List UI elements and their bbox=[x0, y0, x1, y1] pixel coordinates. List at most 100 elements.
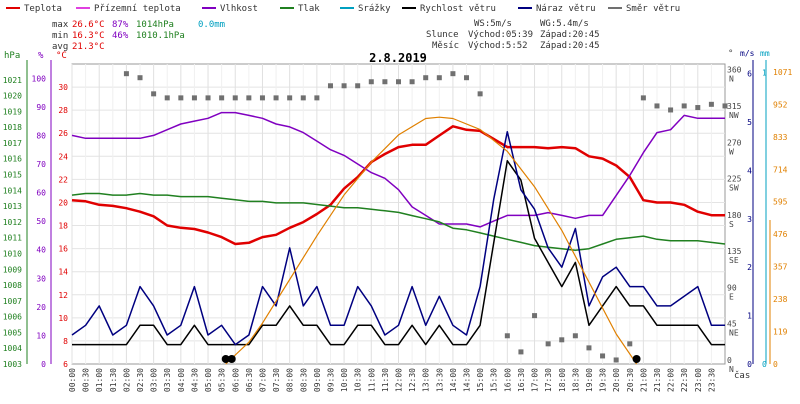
wind-direction-point bbox=[545, 341, 551, 347]
time-tick-label: 08:00 bbox=[286, 368, 295, 392]
wind-tick-label: 1 bbox=[747, 312, 752, 321]
moon-label: Měsíc bbox=[432, 41, 459, 51]
time-tick-label: 07:00 bbox=[258, 368, 267, 392]
time-tick-label: 17:30 bbox=[544, 368, 553, 392]
sunset-marker bbox=[632, 355, 641, 363]
wind-direction-point bbox=[164, 95, 170, 101]
time-tick-label: 13:30 bbox=[435, 368, 444, 392]
time-tick-label: 18:30 bbox=[571, 368, 580, 392]
direction-tick-label: 0 bbox=[727, 356, 732, 365]
direction-axis-unit: ° bbox=[728, 49, 733, 59]
direction-tick-label: 225 bbox=[727, 175, 742, 184]
time-tick-label: 11:00 bbox=[367, 368, 376, 392]
hpa-tick-label: 1014 bbox=[3, 186, 22, 195]
time-tick-label: 20:00 bbox=[612, 368, 621, 392]
time-tick-label: 16:00 bbox=[503, 368, 512, 392]
series-Náraz větru bbox=[71, 130, 725, 346]
wind-direction-point bbox=[586, 345, 592, 351]
wind-direction-point bbox=[396, 79, 401, 85]
wind-tick-label: 3 bbox=[747, 215, 752, 224]
humidity-tick-label: 40 bbox=[36, 246, 46, 255]
wind-tick-label: 6 bbox=[747, 70, 752, 79]
series-Vlhkost bbox=[71, 111, 725, 228]
wind-tick-label: 0 bbox=[747, 360, 752, 369]
time-tick-label: 09:30 bbox=[326, 368, 335, 392]
wind-direction-point bbox=[246, 95, 252, 101]
wind-direction-point bbox=[613, 357, 619, 363]
hpa-tick-label: 1017 bbox=[3, 139, 22, 148]
direction-tick-dir: N bbox=[729, 75, 734, 84]
humidity-tick-label: 100 bbox=[32, 74, 47, 83]
wind-direction-point bbox=[327, 83, 333, 89]
hpa-tick-label: 1012 bbox=[3, 218, 22, 227]
humidity-axis-unit: % bbox=[38, 51, 44, 61]
temperature-tick-label: 28 bbox=[58, 106, 68, 115]
legend-label: Směr větru bbox=[626, 4, 680, 14]
humidity-tick-label: 30 bbox=[36, 274, 46, 283]
wind-direction-point bbox=[450, 71, 456, 77]
time-tick-label: 06:30 bbox=[245, 368, 254, 392]
direction-tick-dir: SW bbox=[729, 184, 739, 193]
legend-label: Vlhkost bbox=[220, 4, 258, 14]
wind-direction-point bbox=[273, 95, 279, 101]
time-tick-label: 22:30 bbox=[680, 368, 689, 392]
time-tick-label: 09:00 bbox=[313, 368, 322, 392]
stat-max-hum: 87% bbox=[112, 20, 129, 30]
wind-direction-point bbox=[600, 353, 606, 359]
wind-direction-point bbox=[532, 313, 538, 319]
plot-area bbox=[71, 71, 728, 365]
humidity-tick-label: 0 bbox=[41, 360, 46, 369]
time-tick-label: 14:00 bbox=[449, 368, 458, 392]
hpa-tick-label: 1013 bbox=[3, 202, 22, 211]
wind-direction-point bbox=[137, 75, 143, 81]
wind-direction-point bbox=[518, 349, 524, 355]
wind-direction-point bbox=[436, 75, 442, 81]
solar-tick-label: 714 bbox=[773, 165, 788, 174]
direction-tick-label: 270 bbox=[727, 138, 742, 147]
hpa-tick-label: 1016 bbox=[3, 155, 22, 164]
legend-label: Teplota bbox=[24, 4, 62, 14]
time-tick-label: 19:00 bbox=[585, 368, 594, 392]
legend: Teplota Přízemní teplota Vlhkost Tlak Srážky… bbox=[6, 4, 680, 14]
legend-label: Tlak bbox=[298, 4, 320, 14]
time-tick-label: 21:30 bbox=[653, 368, 662, 392]
wind-direction-point bbox=[123, 71, 129, 77]
solar-tick-label: 1071 bbox=[773, 68, 792, 77]
stat-avg-temp: 21.3°C bbox=[72, 42, 105, 52]
temperature-axis-unit: °C bbox=[56, 51, 67, 61]
direction-tick-dir: S bbox=[729, 220, 734, 229]
time-tick-label: 05:30 bbox=[218, 368, 227, 392]
time-tick-label: 02:30 bbox=[136, 368, 145, 392]
time-tick-label: 03:30 bbox=[163, 368, 172, 392]
chart-title: 2.8.2019 bbox=[369, 51, 427, 65]
wind-direction-point bbox=[355, 83, 361, 89]
time-tick-label: 11:30 bbox=[381, 368, 390, 392]
time-tick-label: 00:30 bbox=[82, 368, 91, 392]
humidity-tick-label: 50 bbox=[36, 217, 46, 226]
direction-tick-label: 45 bbox=[727, 320, 737, 329]
stat-max-press: 1014hPa bbox=[136, 20, 174, 30]
time-tick-label: 23:30 bbox=[707, 368, 716, 392]
humidity-tick-label: 60 bbox=[36, 189, 46, 198]
time-tick-label: 04:00 bbox=[177, 368, 186, 392]
time-tick-label: 04:30 bbox=[190, 368, 199, 392]
time-tick-label: 01:30 bbox=[109, 368, 118, 392]
wind-direction-point bbox=[559, 337, 565, 343]
wind-tick-label: 2 bbox=[747, 263, 752, 272]
time-tick-label: 08:30 bbox=[299, 368, 308, 392]
time-tick-label: 16:30 bbox=[517, 368, 526, 392]
humidity-tick-label: 20 bbox=[36, 303, 46, 312]
wind-direction-point bbox=[232, 95, 238, 101]
direction-tick-label: 135 bbox=[727, 247, 742, 256]
wind-direction-point bbox=[681, 103, 687, 109]
moonset-time: Západ:20:45 bbox=[540, 41, 600, 51]
stat-max-temp: 26.6°C bbox=[72, 20, 105, 30]
solar-tick-label: 952 bbox=[773, 100, 788, 109]
time-tick-label: 03:00 bbox=[150, 368, 159, 392]
wind-direction-point bbox=[368, 79, 374, 85]
stat-max-label: max bbox=[52, 20, 69, 30]
temperature-tick-label: 24 bbox=[58, 152, 68, 161]
time-axis-label: čas bbox=[734, 370, 750, 381]
stat-min-label: min bbox=[52, 31, 68, 41]
wind-direction-point bbox=[382, 79, 388, 85]
